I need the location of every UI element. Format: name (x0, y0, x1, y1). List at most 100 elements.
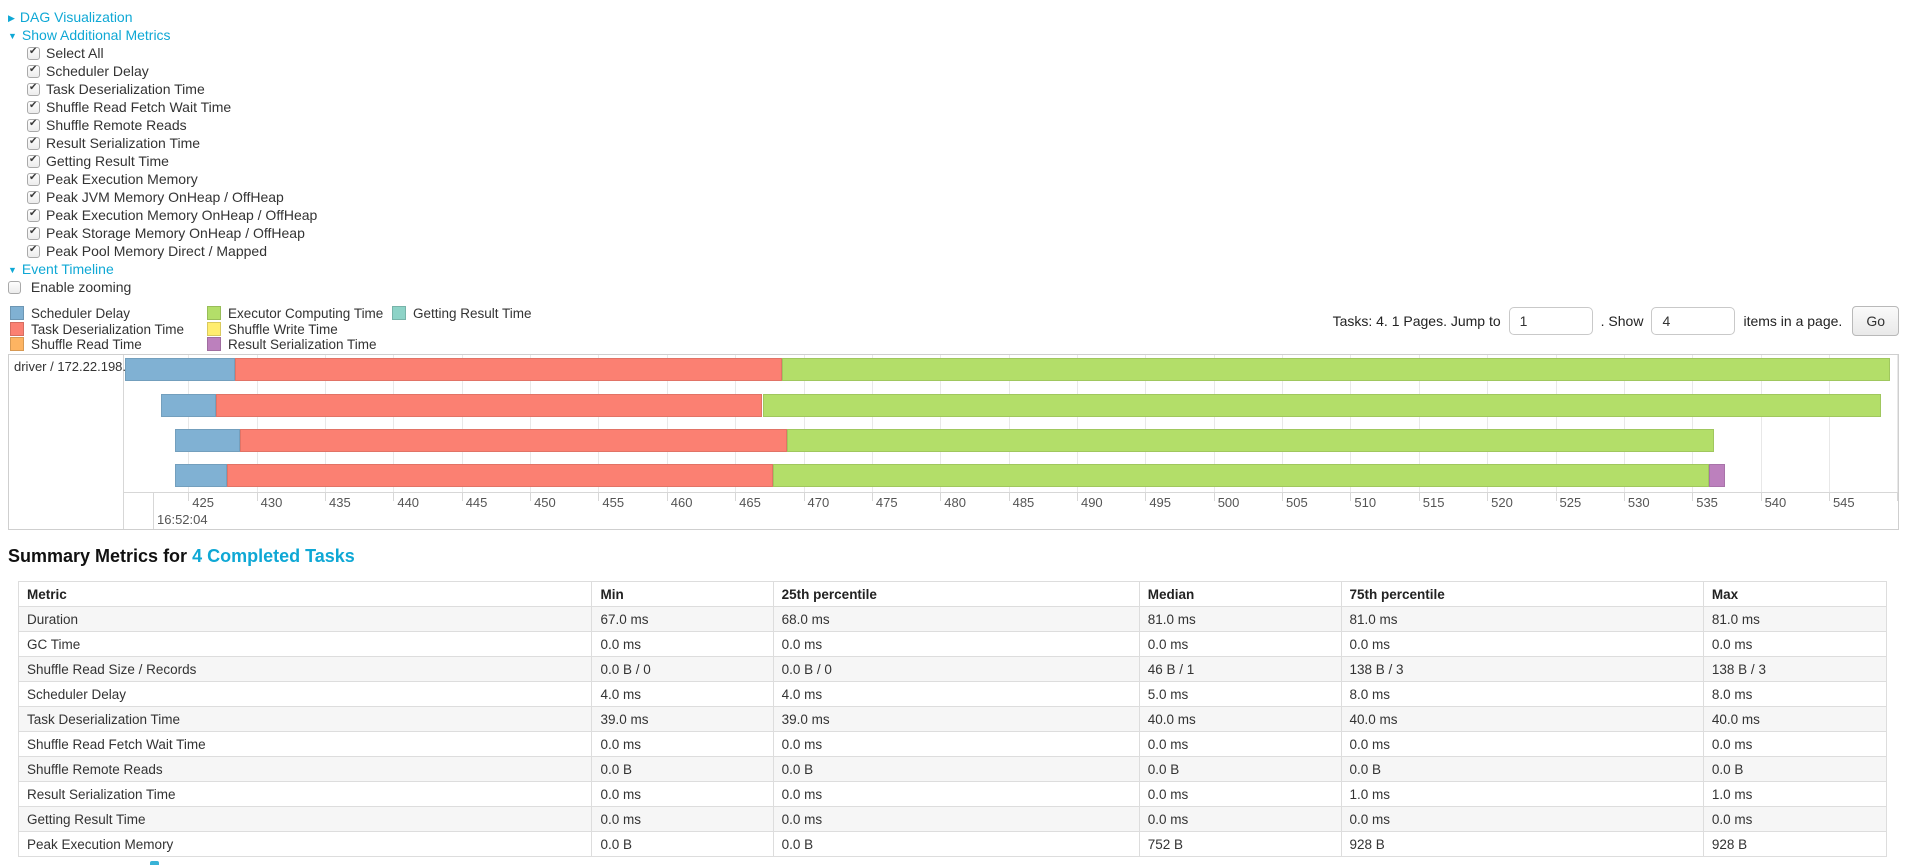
metric-value-cell: 0.0 ms (772, 806, 1140, 832)
tick-mark (803, 493, 805, 501)
metric-checkbox[interactable] (27, 208, 40, 222)
metric-checkbox-item: Scheduler Delay (27, 62, 1899, 80)
gridline (871, 355, 873, 492)
task-deserialization-segment[interactable] (226, 464, 774, 487)
completed-tasks-link[interactable]: 4 Completed Tasks (192, 546, 355, 566)
metric-checkbox[interactable] (27, 244, 40, 258)
metric-value-cell: 138 B / 3 (1702, 656, 1888, 682)
getting-result-swatch-icon (392, 306, 406, 320)
legend-label: Getting Result Time (413, 306, 532, 321)
legend-item: Result Serialization Time (207, 337, 392, 353)
metric-value-cell: 138 B / 3 (1340, 656, 1704, 682)
metric-value-cell: 0.0 ms (591, 631, 774, 657)
metric-value-cell: 4.0 ms (591, 681, 774, 707)
result-serialization-segment[interactable] (1708, 464, 1726, 487)
legend-label: Result Serialization Time (228, 337, 377, 352)
tick-mark (1623, 493, 1625, 501)
axis-tick-label: 530 (1627, 495, 1650, 510)
show-additional-metrics-toggle[interactable]: ▼ Show Additional Metrics (8, 26, 1899, 44)
legend-item: Shuffle Read Time (10, 337, 207, 353)
task-deserialization-segment[interactable] (234, 358, 782, 381)
metric-name-cell: Duration (17, 606, 593, 632)
metric-checkbox[interactable] (27, 226, 40, 240)
legend-item: Shuffle Write Time (207, 321, 392, 338)
scheduler-delay-segment[interactable] (160, 393, 216, 417)
summary-metrics-table: Metric Min 25th percentile Median 75th perce… (17, 581, 1888, 857)
metric-checkbox[interactable] (27, 190, 40, 204)
timeline-group-column: driver / 172.22.198.104 (9, 355, 148, 529)
metric-checkbox[interactable] (27, 118, 40, 132)
tick-mark (871, 493, 873, 501)
task-deserialization-swatch-icon (10, 321, 24, 336)
metric-name-cell: Getting Result Time (17, 806, 593, 832)
metric-checkbox[interactable] (27, 64, 40, 78)
table-header-cell: 75th percentile (1340, 581, 1704, 607)
scheduler-delay-segment[interactable] (174, 429, 241, 452)
metric-value-cell: 8.0 ms (1702, 681, 1888, 707)
task-deserialization-segment[interactable] (215, 393, 763, 417)
gridline (1008, 355, 1010, 492)
metric-value-cell: 5.0 ms (1138, 681, 1342, 707)
gridline (1623, 355, 1625, 492)
tasks-pages-text: Tasks: 4. 1 Pages. Jump to (1332, 313, 1501, 329)
tick-mark (666, 493, 668, 501)
legend-label: Scheduler Delay (31, 306, 131, 321)
legend-column: Getting Result Time (392, 306, 562, 322)
metric-value-cell: 0.0 ms (1138, 806, 1342, 832)
axis-tick-label: 465 (739, 495, 761, 510)
event-timeline-label: Event Timeline (21, 261, 114, 277)
axis-tick-label: 535 (1696, 495, 1718, 510)
metric-checkbox-label: Peak JVM Memory OnHeap / OffHeap (46, 189, 284, 205)
table-row: Duration 67.0 ms 68.0 ms 81.0 ms 81.0 ms 81.0… (17, 606, 1888, 632)
gridline (530, 355, 532, 492)
go-button[interactable]: Go (1852, 306, 1899, 336)
metric-value-cell: 39.0 ms (591, 706, 774, 732)
metric-checkbox[interactable] (27, 136, 40, 150)
gridline (1282, 355, 1284, 492)
metric-checkbox[interactable] (27, 46, 40, 60)
dag-visualization-toggle[interactable]: ▶ DAG Visualization (8, 8, 1899, 26)
table-row: Scheduler Delay 4.0 ms 4.0 ms 5.0 ms 8.0 ms 8… (17, 681, 1888, 707)
gridline (1350, 355, 1352, 492)
executor-computing-segment[interactable] (773, 464, 1709, 487)
metric-checkbox[interactable] (27, 154, 40, 168)
metric-value-cell: 0.0 ms (591, 806, 774, 832)
axis-tick-label: 425 (192, 495, 214, 510)
metric-value-cell: 0.0 B (591, 831, 774, 857)
metric-checkbox[interactable] (27, 82, 40, 96)
table-row: Peak Execution Memory 0.0 B 0.0 B 752 B 928 … (17, 831, 1888, 857)
tick-mark (1555, 493, 1557, 501)
metric-checkbox-label: Shuffle Remote Reads (46, 117, 187, 133)
tick-mark (1213, 493, 1215, 501)
enable-zooming-checkbox[interactable] (8, 281, 21, 294)
metric-value-cell: 1.0 ms (1340, 781, 1704, 807)
scheduler-delay-segment[interactable] (174, 464, 227, 487)
executor-computing-segment[interactable] (787, 429, 1715, 452)
metric-checkbox-label: Getting Result Time (46, 153, 169, 169)
axis-tick-label: 490 (1080, 495, 1103, 510)
legend-label: Task Deserialization Time (31, 321, 185, 337)
axis-tick-label: 455 (602, 495, 625, 510)
axis-tick-label: 470 (807, 495, 830, 510)
metric-checkbox[interactable] (27, 172, 40, 186)
table-header-cell: 25th percentile (772, 581, 1140, 607)
task-deserialization-segment[interactable] (240, 429, 788, 452)
chevron-down-icon: ▼ (8, 31, 17, 41)
items-per-page-input[interactable] (1651, 307, 1736, 335)
axis-time-label: 16:52:04 (157, 512, 208, 527)
jump-to-page-input[interactable] (1508, 307, 1593, 335)
metric-value-cell: 0.0 ms (1138, 781, 1342, 807)
executor-computing-segment[interactable] (762, 393, 1881, 417)
tick-mark (188, 493, 190, 501)
executor-group-label: driver / 172.22.198.104 (14, 359, 148, 374)
event-timeline-toggle[interactable]: ▼ Event Timeline (8, 260, 1899, 278)
legend-item: Getting Result Time (392, 306, 562, 322)
timeline-plot-area (124, 355, 1898, 492)
scheduler-delay-segment[interactable] (125, 358, 235, 381)
executor-computing-segment[interactable] (781, 358, 1891, 381)
gridline (1145, 355, 1147, 492)
gridline (666, 355, 668, 492)
tick-mark (1008, 493, 1010, 501)
tick-mark (940, 493, 942, 501)
metric-checkbox[interactable] (27, 100, 40, 114)
